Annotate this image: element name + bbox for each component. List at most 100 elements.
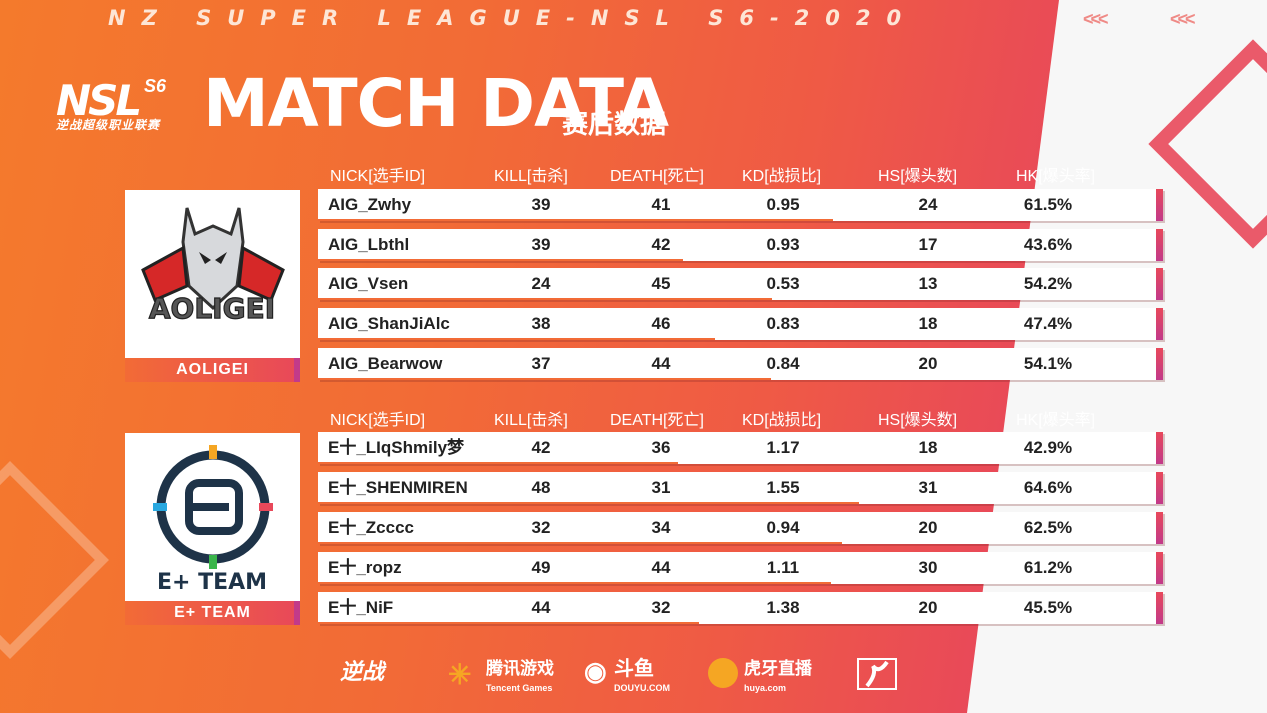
player-hk: 61.2%	[1023, 558, 1073, 577]
sponsor-sub: DOUYU.COM	[614, 683, 670, 693]
player-nick: E十_ropz	[328, 558, 402, 577]
nsl-logo-text: NSL	[56, 76, 142, 125]
header-kill: KILL[击杀]	[494, 412, 568, 429]
player-kd: 0.84	[766, 354, 800, 373]
sennheiser-logo-icon	[857, 658, 897, 690]
column-header-row: NICK[选手ID] KILL[击杀] DEATH[死亡] KD[战损比] HS…	[318, 406, 1163, 429]
hk-rate-bar	[318, 542, 842, 544]
huya-eye-icon	[708, 658, 738, 688]
team-name-label: E+ TEAM	[125, 601, 300, 625]
player-hk: 54.2%	[1023, 274, 1073, 293]
player-hk: 42.9%	[1023, 438, 1073, 457]
player-kd: 0.94	[766, 518, 800, 537]
player-kill: 42	[531, 438, 551, 457]
team-card-eplus: E+ TEAM E+ TEAM	[125, 433, 300, 625]
player-kill: 39	[531, 235, 551, 254]
sponsor-bar: 逆战 ✳ 腾讯游戏 Tencent Games ◉ 斗鱼 DOUYU.COM 虎…	[340, 652, 910, 698]
player-nick: E十_NiF	[328, 598, 394, 617]
team-card-aoligei: AOLIGEI AOLIGEI	[125, 190, 300, 382]
player-row: E十_LIqShmily梦 42 36 1.17 18 42.9%	[318, 432, 1163, 464]
player-nick: E十_LIqShmily梦	[328, 438, 465, 457]
player-row: E十_NiF 44 32 1.38 20 45.5%	[318, 592, 1163, 624]
header-hk: HK[爆头率]	[1016, 412, 1096, 429]
player-kill: 32	[531, 518, 551, 537]
player-death: 36	[651, 438, 671, 457]
nsl-logo-season: S6	[144, 76, 167, 96]
player-kd: 1.38	[766, 598, 800, 617]
player-death: 46	[651, 314, 671, 333]
player-death: 32	[651, 598, 671, 617]
player-kill: 49	[531, 558, 551, 577]
player-hs: 20	[918, 598, 938, 617]
header-death: DEATH[死亡]	[610, 412, 704, 429]
player-kill: 38	[531, 314, 551, 333]
header-hs: HS[爆头数]	[878, 168, 958, 185]
chevron-left-icon: <<<	[1170, 9, 1195, 29]
header-nick: NICK[选手ID]	[330, 412, 426, 429]
player-nick: E十_SHENMIREN	[328, 478, 468, 497]
player-hk: 62.5%	[1023, 518, 1073, 537]
player-kill: 44	[531, 598, 551, 617]
player-death: 44	[651, 354, 671, 373]
player-hk: 64.6%	[1023, 478, 1073, 497]
player-nick: AIG_Lbthl	[328, 235, 410, 254]
aoligei-crest-icon: AOLIGEI	[141, 207, 285, 326]
page-subtitle: 赛后数据	[562, 109, 667, 139]
nsl-logo: NSL S6 逆战超级职业联赛	[56, 76, 186, 136]
player-hk: 54.1%	[1023, 354, 1073, 373]
player-hk: 43.6%	[1023, 235, 1073, 254]
player-row: AIG_Bearwow 37 44 0.84 20 54.1%	[318, 348, 1163, 380]
header-nick: NICK[选手ID]	[330, 168, 426, 185]
player-row: E十_ropz 49 44 1.11 30 61.2%	[318, 552, 1163, 584]
player-hs: 17	[918, 235, 938, 254]
column-header-row: NICK[选手ID] KILL[击杀] DEATH[死亡] KD[战损比] HS…	[318, 162, 1163, 185]
player-hk: 45.5%	[1023, 598, 1073, 617]
hk-rate-bar	[318, 462, 678, 464]
player-hs: 13	[918, 274, 938, 293]
player-kd: 0.95	[766, 195, 800, 214]
header-kill: KILL[击杀]	[494, 168, 568, 185]
player-nick: AIG_Vsen	[328, 274, 409, 293]
hk-rate-bar	[318, 622, 700, 624]
player-kill: 48	[531, 478, 551, 497]
sponsor-name: 斗鱼	[614, 658, 654, 680]
player-hs: 31	[918, 478, 938, 497]
page-title: MATCH DATA	[203, 65, 669, 142]
player-kd: 1.11	[766, 558, 800, 577]
sponsor-name: 逆战	[340, 659, 385, 684]
player-row: AIG_ShanJiAlc 38 46 0.83 18 47.4%	[318, 308, 1163, 340]
player-kd: 0.53	[766, 274, 800, 293]
player-hs: 30	[918, 558, 938, 577]
player-nick: AIG_ShanJiAlc	[328, 314, 450, 333]
chevron-left-icon: <<<	[1083, 9, 1108, 29]
header-hk: HK[爆头率]	[1016, 168, 1096, 185]
douyu-fish-icon: ◉	[584, 656, 607, 686]
hk-rate-bar	[318, 298, 773, 300]
player-nick: AIG_Zwhy	[328, 195, 412, 214]
tencent-star-icon: ✳	[448, 659, 472, 690]
hk-rate-bar	[318, 338, 716, 340]
header-kd: KD[战损比]	[742, 168, 822, 185]
sponsor-name: 虎牙直播	[744, 659, 812, 678]
player-kill: 37	[531, 354, 551, 373]
hk-rate-bar	[318, 582, 831, 584]
sponsor-sub: Tencent Games	[486, 683, 553, 693]
player-nick: E十_Zcccc	[328, 518, 414, 537]
player-row: AIG_Lbthl 39 42 0.93 17 43.6%	[318, 229, 1163, 261]
team-name-label: AOLIGEI	[125, 358, 300, 382]
player-death: 45	[651, 274, 671, 293]
nsl-logo-subtitle: 逆战超级职业联赛	[56, 118, 161, 132]
sponsor-nizhan-logo: 逆战	[340, 652, 384, 698]
player-row: AIG_Vsen 24 45 0.53 13 54.2%	[318, 268, 1163, 300]
aoligei-crest-text: AOLIGEI	[149, 292, 275, 325]
player-row: E十_SHENMIREN 48 31 1.55 31 64.6%	[318, 472, 1163, 504]
player-row: AIG_Zwhy 39 41 0.95 24 61.5%	[318, 189, 1163, 221]
header-death: DEATH[死亡]	[610, 168, 704, 185]
eplus-crest-text: E+ TEAM	[157, 570, 267, 595]
player-hs: 20	[918, 518, 938, 537]
header-hs: HS[爆头数]	[878, 412, 958, 429]
player-kill: 39	[531, 195, 551, 214]
player-death: 31	[651, 478, 671, 497]
player-kd: 1.17	[766, 438, 800, 457]
